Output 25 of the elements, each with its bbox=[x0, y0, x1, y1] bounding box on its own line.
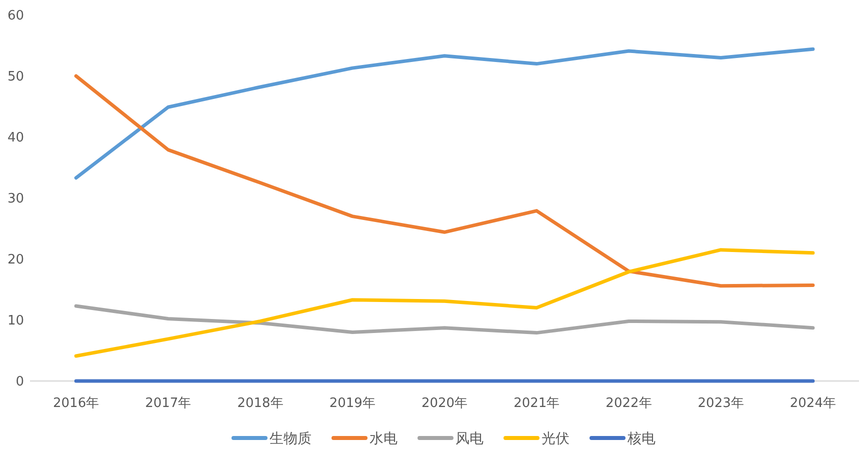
legend-label: 水电 bbox=[370, 430, 398, 447]
x-tick-label: 2018年 bbox=[237, 396, 284, 411]
line-series bbox=[74, 74, 815, 288]
legend-label: 风电 bbox=[456, 430, 484, 447]
y-tick-label: 50 bbox=[7, 70, 24, 85]
x-tick-label: 2024年 bbox=[790, 396, 836, 411]
line-series bbox=[74, 248, 815, 358]
legend-label: 生物质 bbox=[270, 430, 312, 447]
y-tick-label: 40 bbox=[7, 130, 24, 146]
legend-label: 光伏 bbox=[542, 430, 570, 447]
x-tick-label: 2019年 bbox=[329, 396, 376, 411]
y-tick-label: 60 bbox=[7, 8, 24, 24]
y-tick-label: 30 bbox=[7, 192, 24, 207]
y-tick-label: 0 bbox=[16, 374, 24, 390]
x-tick-label: 2020年 bbox=[421, 396, 468, 411]
legend-label: 核电 bbox=[626, 430, 656, 447]
line-series bbox=[74, 304, 815, 335]
x-tick-label: 2017年 bbox=[145, 396, 192, 411]
y-tick-label: 20 bbox=[7, 252, 24, 268]
x-tick-label: 2016年 bbox=[53, 396, 100, 411]
x-tick-label: 2021年 bbox=[514, 396, 560, 411]
x-tick-label: 2023年 bbox=[698, 396, 744, 411]
line-series bbox=[74, 47, 815, 180]
y-tick-label: 10 bbox=[7, 314, 24, 329]
x-tick-label: 2022年 bbox=[606, 396, 652, 411]
